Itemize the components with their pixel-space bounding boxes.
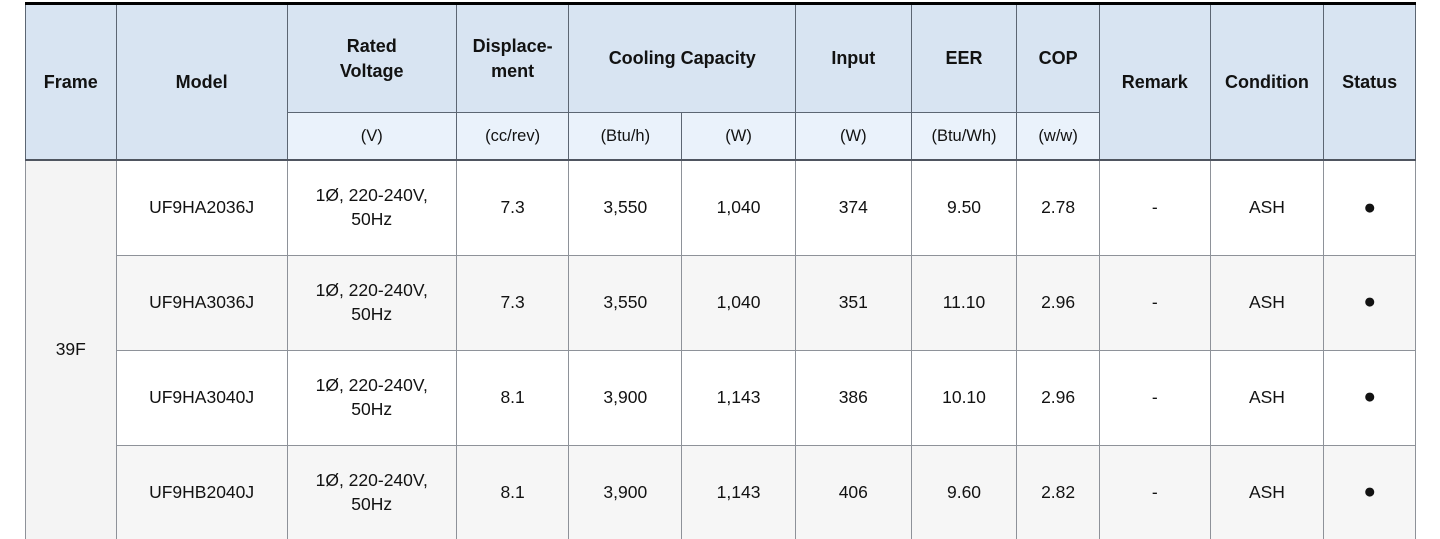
compressor-spec-table: Frame Model Rated Voltage Displace- ment…: [25, 2, 1416, 539]
rated-voltage-cell: 1Ø, 220-240V, 50Hz: [286, 254, 457, 351]
input-cell: 374: [794, 159, 912, 256]
rated-voltage-cell: 1Ø, 220-240V, 50Hz: [286, 159, 457, 256]
table-row: UF9HA3040J 1Ø, 220-240V, 50Hz 8.1 3,900 …: [26, 349, 1416, 446]
cooling-btu-cell: 3,900: [568, 444, 683, 539]
displacement-cell: 8.1: [455, 349, 570, 446]
cooling-w-cell: 1,040: [681, 159, 796, 256]
col-header-cooling-capacity: Cooling Capacity: [568, 3, 796, 113]
condition-cell: ASH: [1209, 254, 1325, 351]
header-unit-row: (V) (cc/rev) (Btu/h) (W) (W) (Btu/Wh) (w…: [26, 112, 1416, 161]
col-header-condition: Condition: [1209, 3, 1325, 161]
col-header-displacement: Displace- ment: [455, 3, 570, 113]
cop-cell: 2.96: [1016, 254, 1100, 351]
unit-displacement: (cc/rev): [455, 112, 570, 161]
status-dot: ●: [1323, 444, 1416, 539]
displacement-cell: 7.3: [455, 254, 570, 351]
cooling-w-cell: 1,143: [681, 444, 796, 539]
col-header-cop: COP: [1016, 3, 1100, 113]
table-header: Frame Model Rated Voltage Displace- ment…: [25, 3, 1416, 161]
eer-cell: 9.50: [910, 159, 1018, 256]
model-cell: UF9HB2040J: [115, 444, 288, 539]
input-cell: 351: [794, 254, 912, 351]
input-cell: 386: [794, 349, 912, 446]
displacement-cell: 7.3: [455, 159, 570, 256]
unit-input: (W): [794, 112, 912, 161]
header-main-row: Frame Model Rated Voltage Displace- ment…: [25, 3, 1416, 161]
displacement-cell: 8.1: [455, 444, 570, 539]
unit-eer: (Btu/Wh): [910, 112, 1018, 161]
cop-cell: 2.78: [1016, 159, 1100, 256]
table-row: UF9HA3036J 1Ø, 220-240V, 50Hz 7.3 3,550 …: [26, 254, 1416, 351]
cooling-btu-cell: 3,550: [568, 254, 683, 351]
unit-cop: (w/w): [1016, 112, 1100, 161]
unit-cooling-btu: (Btu/h): [568, 112, 683, 161]
model-cell: UF9HA3036J: [115, 254, 288, 351]
col-header-eer: EER: [910, 3, 1018, 113]
cop-cell: 2.96: [1016, 349, 1100, 446]
cop-cell: 2.82: [1016, 444, 1100, 539]
rated-voltage-cell: 1Ø, 220-240V, 50Hz: [286, 444, 457, 539]
status-dot: ●: [1323, 254, 1416, 351]
table-body: 39F UF9HA2036J 1Ø, 220-240V, 50Hz 7.3 3,…: [25, 159, 1416, 539]
remark-cell: -: [1098, 444, 1211, 539]
remark-cell: -: [1098, 349, 1211, 446]
input-cell: 406: [794, 444, 912, 539]
col-header-status: Status: [1323, 3, 1416, 161]
condition-cell: ASH: [1209, 444, 1325, 539]
rated-voltage-cell: 1Ø, 220-240V, 50Hz: [286, 349, 457, 446]
condition-cell: ASH: [1209, 159, 1325, 256]
status-dot: ●: [1323, 159, 1416, 256]
model-cell: UF9HA2036J: [115, 159, 288, 256]
frame-cell: 39F: [25, 159, 117, 539]
col-header-model: Model: [115, 3, 288, 161]
status-dot: ●: [1323, 349, 1416, 446]
eer-cell: 9.60: [910, 444, 1018, 539]
cooling-btu-cell: 3,550: [568, 159, 683, 256]
col-header-remark: Remark: [1098, 3, 1211, 161]
col-header-rated-voltage: Rated Voltage: [286, 3, 457, 113]
cooling-w-cell: 1,143: [681, 349, 796, 446]
table-row: UF9HB2040J 1Ø, 220-240V, 50Hz 8.1 3,900 …: [26, 444, 1416, 539]
cooling-w-cell: 1,040: [681, 254, 796, 351]
model-cell: UF9HA3040J: [115, 349, 288, 446]
eer-cell: 10.10: [910, 349, 1018, 446]
remark-cell: -: [1098, 159, 1211, 256]
eer-cell: 11.10: [910, 254, 1018, 351]
condition-cell: ASH: [1209, 349, 1325, 446]
cooling-btu-cell: 3,900: [568, 349, 683, 446]
col-header-input: Input: [794, 3, 912, 113]
unit-cooling-w: (W): [681, 112, 796, 161]
remark-cell: -: [1098, 254, 1211, 351]
col-header-frame: Frame: [25, 3, 117, 161]
unit-rated-voltage: (V): [286, 112, 457, 161]
table-row: 39F UF9HA2036J 1Ø, 220-240V, 50Hz 7.3 3,…: [25, 159, 1416, 539]
